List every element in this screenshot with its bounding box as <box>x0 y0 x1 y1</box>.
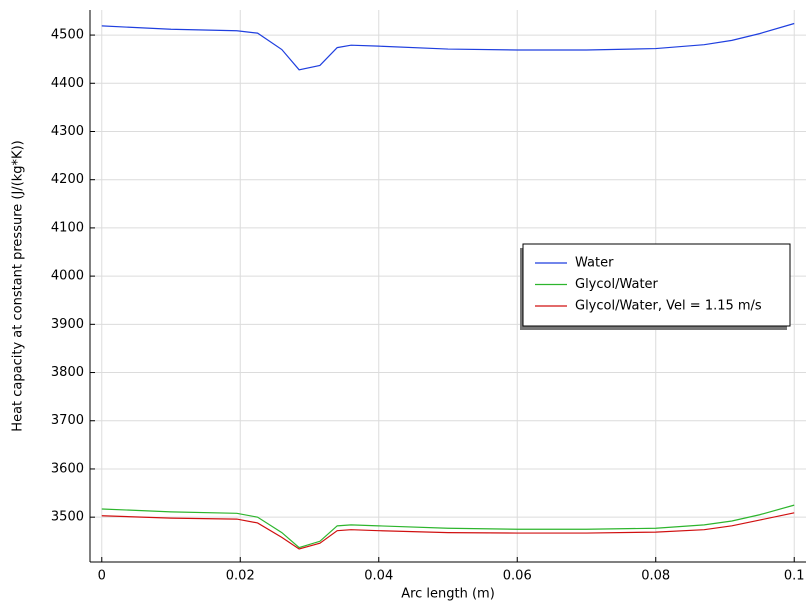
series-line <box>101 504 795 549</box>
y-tick-label: 3700 <box>51 413 84 428</box>
legend-label: Glycol/Water, Vel = 1.15 m/s <box>575 299 762 314</box>
series-line <box>101 512 795 550</box>
x-tick-label: 0.04 <box>364 569 393 584</box>
y-tick-label: 3600 <box>51 461 84 476</box>
x-tick-label: 0.08 <box>641 569 670 584</box>
y-tick-label: 3800 <box>51 365 84 380</box>
y-tick-label: 4000 <box>51 269 84 284</box>
y-tick-label: 4500 <box>51 28 84 43</box>
y-tick-label: 4300 <box>51 124 84 139</box>
x-tick-label: 0 <box>98 569 106 584</box>
y-tick-label: 3900 <box>51 317 84 332</box>
y-axis-label: Heat capacity at constant pressure (J/(k… <box>11 140 26 431</box>
x-tick-label: 0.06 <box>503 569 532 584</box>
x-axis-label: Arc length (m) <box>401 587 495 602</box>
legend-label: Glycol/Water <box>575 277 659 292</box>
x-tick-label: 0.02 <box>226 569 255 584</box>
y-tick-label: 4400 <box>51 76 84 91</box>
legend-label: Water <box>575 256 614 271</box>
legend-box <box>522 243 791 327</box>
series-line <box>101 22 795 71</box>
y-tick-label: 3500 <box>51 510 84 525</box>
y-tick-label: 4100 <box>51 220 84 235</box>
y-tick-label: 4200 <box>51 172 84 187</box>
x-tick-label: 0.1 <box>784 569 805 584</box>
